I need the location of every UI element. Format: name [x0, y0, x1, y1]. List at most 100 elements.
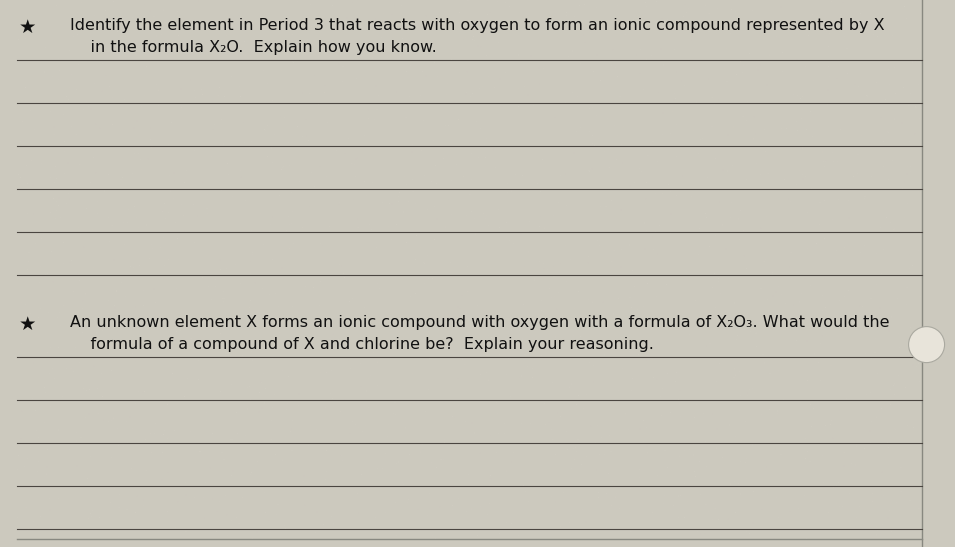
Point	[584, 240, 599, 249]
Point	[640, 301, 655, 310]
Point	[901, 172, 916, 181]
Point	[32, 278, 47, 287]
Point	[634, 12, 649, 21]
Point	[777, 315, 793, 323]
Point	[545, 435, 561, 444]
Point	[753, 224, 769, 232]
Point	[349, 172, 364, 181]
Point	[607, 356, 623, 365]
Point	[537, 264, 552, 273]
Point	[286, 325, 301, 334]
Point	[408, 496, 423, 504]
Point	[803, 488, 818, 497]
Point	[32, 153, 48, 161]
Point	[119, 24, 135, 32]
Point	[900, 300, 915, 309]
Point	[622, 241, 637, 249]
Point	[654, 189, 669, 198]
Point	[803, 400, 818, 409]
Point	[202, 341, 218, 350]
Point	[101, 83, 117, 91]
Point	[535, 174, 550, 183]
Point	[698, 209, 713, 218]
Point	[460, 0, 476, 4]
Point	[71, 310, 86, 318]
Point	[473, 43, 488, 51]
Point	[524, 364, 540, 373]
Point	[381, 145, 396, 154]
Point	[836, 246, 851, 255]
Point	[450, 529, 465, 538]
Point	[727, 299, 742, 307]
Point	[455, 354, 470, 363]
Point	[278, 513, 293, 522]
Point	[86, 350, 101, 359]
Point	[385, 10, 400, 19]
Point	[82, 385, 97, 394]
Point	[649, 293, 665, 301]
Point	[615, 364, 630, 373]
Point	[886, 305, 902, 313]
Point	[902, 323, 918, 332]
Point	[773, 316, 788, 325]
Point	[218, 235, 233, 243]
Point	[191, 375, 206, 383]
Point	[19, 526, 34, 534]
Point	[338, 259, 353, 268]
Point	[830, 395, 845, 404]
Point	[546, 292, 562, 301]
Point	[711, 359, 727, 368]
Point	[532, 80, 547, 89]
Point	[735, 226, 751, 235]
Point	[136, 501, 151, 510]
Point	[80, 102, 96, 110]
Point	[585, 62, 601, 71]
Point	[128, 357, 143, 366]
Point	[102, 351, 117, 359]
Point	[485, 415, 500, 423]
Point	[407, 145, 422, 154]
Point	[31, 313, 46, 322]
Point	[357, 177, 372, 186]
Point	[367, 380, 382, 389]
Point	[617, 274, 632, 282]
Point	[599, 489, 614, 498]
Point	[282, 245, 297, 253]
Point	[581, 253, 596, 261]
Point	[315, 241, 330, 250]
Point	[476, 240, 491, 248]
Point	[749, 159, 764, 168]
Point	[478, 153, 494, 162]
Point	[857, 28, 872, 37]
Point	[327, 520, 342, 528]
Point	[219, 510, 234, 519]
Point	[527, 529, 542, 538]
Point	[120, 438, 136, 447]
Point	[876, 491, 891, 499]
Point	[644, 51, 659, 60]
Point	[320, 119, 335, 127]
Point	[907, 102, 923, 110]
Point	[452, 504, 467, 513]
Point	[655, 189, 670, 198]
Point	[398, 423, 414, 432]
Point	[214, 448, 229, 457]
Point	[226, 401, 242, 410]
Point	[594, 433, 609, 442]
Point	[178, 356, 193, 365]
Point	[536, 64, 551, 73]
Point	[174, 185, 189, 194]
Point	[74, 305, 90, 313]
Point	[186, 432, 202, 440]
Point	[317, 81, 332, 90]
Point	[789, 180, 804, 189]
Point	[43, 208, 58, 217]
Point	[134, 165, 149, 174]
Point	[872, 421, 887, 430]
Point	[257, 399, 272, 408]
Point	[162, 458, 178, 467]
Point	[70, 269, 85, 278]
Point	[438, 166, 454, 174]
Point	[20, 210, 35, 218]
Point	[663, 40, 678, 49]
